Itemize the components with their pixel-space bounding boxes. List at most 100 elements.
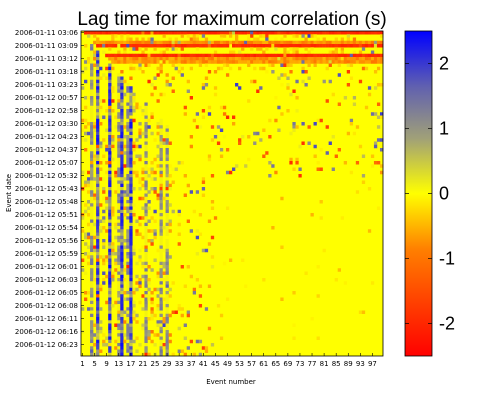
heatmap-cell	[141, 307, 145, 311]
heatmap-cell	[343, 60, 348, 64]
heatmap-cell	[340, 37, 344, 41]
heatmap-cell	[138, 135, 142, 139]
heatmap-cell	[222, 57, 227, 61]
heatmap-cell	[201, 248, 206, 253]
heatmap-cell	[108, 66, 112, 71]
heatmap-cell	[129, 213, 133, 217]
heatmap-cell	[219, 37, 224, 41]
heatmap-cell	[132, 291, 136, 295]
heatmap-cell	[129, 148, 133, 152]
heatmap-cell	[325, 151, 329, 155]
heatmap-cell	[120, 310, 124, 314]
heatmap-cell	[96, 209, 100, 214]
heatmap-cell	[126, 196, 130, 201]
heatmap-cell	[111, 138, 115, 142]
heatmap-cell	[129, 317, 133, 321]
heatmap-cell	[132, 105, 136, 110]
heatmap-cell	[114, 222, 118, 227]
heatmap-cell	[307, 76, 311, 80]
heatmap-cell	[210, 40, 215, 45]
heatmap-cell	[126, 232, 130, 236]
heatmap-cell	[126, 109, 130, 113]
heatmap-cell	[156, 66, 160, 71]
heatmap-cell	[117, 219, 121, 223]
heatmap-cell	[126, 294, 130, 298]
heatmap-cell	[126, 242, 130, 246]
heatmap-cell	[147, 336, 151, 340]
heatmap-cell	[292, 57, 296, 61]
heatmap-cell	[120, 216, 124, 220]
heatmap-cell	[295, 60, 299, 64]
heatmap-cell	[174, 66, 178, 71]
heatmap-cell	[337, 60, 341, 64]
heatmap-cell	[159, 245, 163, 249]
heatmap-cell	[129, 222, 133, 227]
heatmap-cell	[138, 144, 142, 149]
heatmap-cell	[102, 177, 106, 181]
heatmap-cell	[322, 57, 326, 61]
heatmap-cell	[96, 320, 100, 324]
heatmap-cell	[126, 96, 130, 100]
heatmap-cell	[96, 31, 100, 35]
heatmap-cell	[195, 44, 200, 48]
heatmap-cell	[126, 151, 130, 155]
heatmap-cell	[87, 252, 91, 256]
heatmap-cell	[262, 34, 266, 38]
heatmap-cell	[141, 245, 145, 249]
heatmap-cell	[108, 339, 112, 344]
heatmap-cell	[105, 66, 109, 71]
heatmap-cell	[105, 200, 109, 204]
heatmap-cell	[96, 323, 100, 327]
heatmap-cell	[346, 131, 351, 136]
heatmap-cell	[228, 60, 233, 64]
heatmap-cell	[307, 53, 311, 58]
heatmap-cell	[150, 53, 154, 58]
heatmap-cell	[346, 83, 351, 87]
heatmap-cell	[90, 138, 94, 142]
heatmap-cell	[111, 206, 115, 210]
heatmap-cell	[90, 135, 94, 139]
heatmap-cell	[147, 278, 151, 282]
heatmap-cell	[343, 161, 348, 165]
heatmap-cell	[144, 102, 148, 106]
heatmap-cell	[183, 336, 187, 340]
heatmap-cell	[99, 287, 103, 292]
heatmap-cell	[352, 131, 357, 136]
heatmap-cell	[102, 261, 106, 266]
heatmap-cell	[168, 164, 172, 168]
heatmap-cell	[120, 317, 124, 321]
heatmap-cell	[241, 135, 245, 139]
heatmap-cell	[138, 258, 142, 262]
heatmap-cell	[96, 336, 100, 340]
heatmap-cell	[129, 63, 133, 67]
heatmap-cell	[198, 53, 203, 58]
heatmap-cell	[114, 53, 118, 58]
heatmap-cell	[129, 44, 133, 48]
heatmap-cell	[96, 281, 100, 285]
heatmap-cell	[207, 284, 212, 288]
heatmap-cell	[186, 183, 190, 188]
heatmap-cell	[123, 278, 127, 282]
heatmap-cell	[241, 31, 245, 35]
heatmap-cell	[289, 70, 293, 74]
heatmap-cell	[120, 339, 124, 344]
heatmap-cell	[117, 44, 121, 48]
heatmap-cell	[120, 135, 124, 139]
heatmap-cell	[165, 83, 169, 87]
heatmap-cell	[144, 239, 148, 243]
heatmap-cell	[159, 63, 163, 67]
heatmap-cell	[129, 226, 133, 230]
heatmap-cell	[90, 89, 94, 93]
heatmap-cell	[156, 320, 160, 324]
heatmap-cell	[117, 92, 121, 97]
heatmap-cell	[162, 265, 166, 269]
heatmap-cell	[90, 144, 94, 149]
heatmap-cell	[201, 57, 206, 61]
heatmap-cell	[90, 284, 94, 288]
heatmap-cell	[283, 40, 287, 45]
heatmap-cell	[126, 235, 130, 240]
heatmap-cell	[105, 336, 109, 340]
heatmap-cell	[120, 183, 124, 188]
heatmap-cell	[165, 261, 169, 266]
heatmap-cell	[210, 138, 215, 142]
